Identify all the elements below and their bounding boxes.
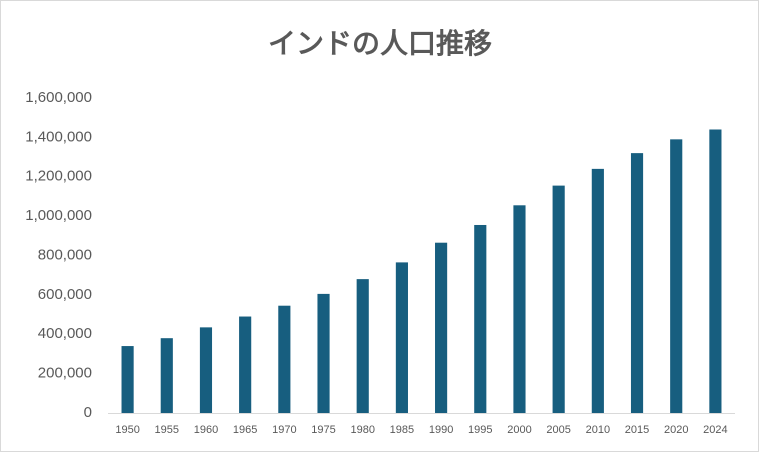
x-tick-label: 1980 bbox=[350, 424, 374, 436]
bar bbox=[435, 242, 448, 413]
y-tick-label: 1,400,000 bbox=[25, 128, 92, 145]
x-tick-label: 1950 bbox=[115, 424, 139, 436]
x-tick-label: 1965 bbox=[233, 424, 257, 436]
x-tick-label: 1985 bbox=[390, 424, 414, 436]
y-tick-label: 0 bbox=[84, 404, 92, 421]
bar bbox=[591, 168, 604, 413]
y-tick-label: 400,000 bbox=[38, 325, 92, 342]
x-tick-label: 2010 bbox=[586, 424, 610, 436]
bar bbox=[513, 205, 526, 413]
bar bbox=[199, 327, 213, 413]
bar bbox=[121, 346, 134, 413]
chart-title: インドの人口推移 bbox=[268, 27, 492, 60]
bar bbox=[670, 139, 683, 413]
bar bbox=[474, 224, 487, 413]
bar bbox=[278, 305, 291, 413]
bar bbox=[395, 262, 408, 413]
x-tick-label: 2020 bbox=[664, 424, 688, 436]
bar bbox=[552, 185, 565, 413]
y-tick-label: 800,000 bbox=[38, 246, 92, 263]
x-tick-label: 1955 bbox=[155, 424, 179, 436]
x-tick-label: 1975 bbox=[311, 424, 335, 436]
x-tick-label: 2024 bbox=[703, 424, 727, 436]
bar bbox=[709, 129, 722, 413]
y-tick-label: 200,000 bbox=[38, 365, 92, 382]
y-tick-label: 600,000 bbox=[38, 286, 92, 303]
x-tick-label: 1960 bbox=[194, 424, 218, 436]
y-tick-label: 1,000,000 bbox=[25, 207, 92, 224]
y-tick-label: 1,600,000 bbox=[25, 89, 92, 106]
bar bbox=[317, 293, 330, 413]
y-tick-label: 1,200,000 bbox=[25, 168, 92, 185]
x-tick-label: 1995 bbox=[468, 424, 492, 436]
x-tick-label: 2005 bbox=[546, 424, 570, 436]
x-tick-label: 1990 bbox=[429, 424, 453, 436]
x-tick-label: 2015 bbox=[625, 424, 649, 436]
x-tick-label: 1970 bbox=[272, 424, 296, 436]
bar bbox=[239, 316, 252, 413]
x-tick-label: 2000 bbox=[507, 424, 531, 436]
bar bbox=[160, 338, 173, 413]
bar bbox=[356, 279, 369, 413]
bar bbox=[630, 153, 644, 413]
